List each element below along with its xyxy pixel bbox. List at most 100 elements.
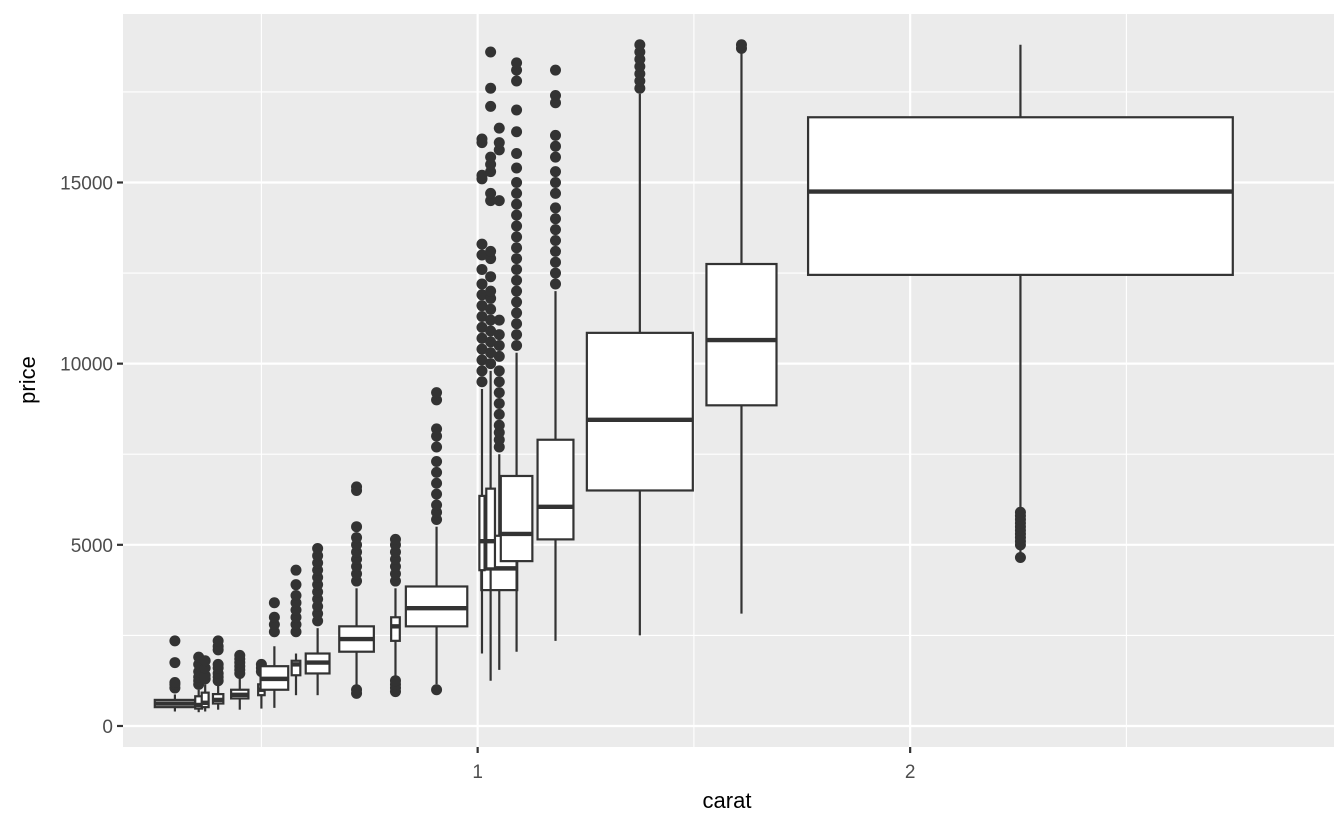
outlier-point [476, 169, 488, 181]
outlier-point [511, 253, 523, 265]
outlier-point [493, 398, 505, 410]
outlier-point [511, 104, 523, 116]
x-axis-title: carat [703, 788, 752, 813]
outlier-point [476, 300, 488, 312]
outlier-point [485, 271, 497, 283]
box-7 [290, 564, 302, 696]
outlier-point [485, 303, 497, 315]
outlier-point [550, 90, 561, 102]
outlier-point [511, 198, 523, 210]
outlier-point [493, 329, 505, 341]
outlier-point [511, 274, 523, 286]
outlier-point [550, 278, 561, 290]
outlier-point [431, 488, 443, 500]
outlier-point [511, 242, 523, 254]
outlier-point [1014, 551, 1026, 563]
outlier-point [485, 187, 497, 199]
box-body [499, 474, 534, 563]
outlier-point [268, 597, 280, 609]
outlier-point [485, 347, 497, 359]
outlier-point [476, 133, 488, 145]
outlier-point [511, 126, 523, 138]
outlier-point [485, 358, 497, 370]
outlier-point [351, 481, 363, 493]
box-11 [404, 387, 469, 696]
outlier-point [476, 321, 488, 333]
outlier-point [511, 307, 523, 319]
box-body [390, 616, 401, 642]
outlier-point [431, 477, 443, 489]
y-axis-title: price [15, 356, 40, 404]
outlier-point [485, 285, 497, 297]
outlier-point [476, 365, 488, 377]
outlier-point [476, 238, 488, 250]
outlier-point [485, 46, 497, 58]
box-body [585, 331, 694, 492]
outlier-point [485, 336, 497, 348]
outlier-point [493, 376, 505, 388]
outlier-point [550, 234, 561, 246]
outlier-point [290, 579, 302, 591]
outlier-point [511, 329, 523, 341]
outlier-point [431, 466, 443, 478]
outlier-point [550, 224, 561, 236]
outlier-point [550, 267, 561, 279]
box-4 [230, 649, 250, 710]
outlier-point [550, 256, 561, 268]
outlier-point [735, 39, 747, 51]
outlier-point [268, 611, 280, 623]
outlier-point [431, 499, 443, 511]
outlier-point [511, 296, 523, 308]
outlier-point [212, 658, 224, 670]
outlier-point [476, 354, 488, 366]
box-body [200, 691, 210, 709]
y-axis: 0 5000 10000 15000 [60, 173, 123, 738]
x-tick-label: 2 [905, 762, 916, 783]
box-0 [153, 635, 197, 712]
box-6 [259, 597, 290, 708]
box-series [153, 39, 1234, 713]
box-body [290, 659, 302, 677]
outlier-point [511, 147, 523, 159]
outlier-point [493, 137, 505, 149]
box-9 [338, 481, 375, 699]
outlier-point [511, 57, 523, 69]
outlier-point [476, 289, 488, 301]
outlier-point [212, 635, 224, 647]
outlier-point [312, 542, 324, 554]
box-10 [389, 533, 401, 698]
box-17 [585, 39, 694, 636]
outlier-point [550, 176, 561, 188]
outlier-point [550, 140, 561, 152]
outlier-point [550, 202, 561, 214]
box-15 [499, 57, 534, 652]
box-13 [476, 133, 488, 654]
outlier-point [493, 408, 505, 420]
outlier-point [1014, 506, 1026, 518]
box-16 [536, 64, 575, 641]
box-18 [705, 39, 778, 614]
outlier-point [550, 213, 561, 225]
outlier-point [234, 649, 246, 661]
outlier-point [476, 278, 488, 290]
outlier-point [476, 263, 488, 275]
box-body [485, 487, 497, 570]
outlier-point [550, 64, 561, 76]
outlier-point [476, 249, 488, 261]
outlier-point [485, 100, 497, 112]
outlier-point [511, 187, 523, 199]
y-tick-label: 0 [102, 717, 113, 738]
outlier-point [511, 176, 523, 188]
outlier-point [169, 677, 181, 689]
outlier-point [290, 564, 302, 576]
outlier-point [511, 340, 523, 352]
outlier-point [511, 220, 523, 232]
outlier-point [485, 245, 497, 257]
y-tick-label: 15000 [60, 173, 113, 194]
outlier-point [476, 332, 488, 344]
outlier-point [431, 387, 443, 399]
outlier-point [511, 285, 523, 297]
outlier-point [476, 311, 488, 323]
